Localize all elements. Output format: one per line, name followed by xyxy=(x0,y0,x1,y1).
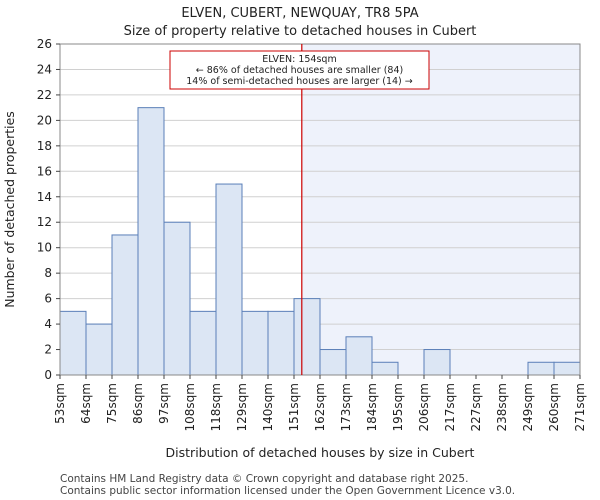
bar-151sqm xyxy=(293,298,321,376)
bar-260sqm xyxy=(553,361,581,376)
bar-249sqm xyxy=(527,361,555,376)
x-tick-label: 271sqm xyxy=(573,383,587,431)
bar-129sqm xyxy=(241,310,269,376)
x-tick-label: 129sqm xyxy=(235,383,249,431)
x-tick-label: 227sqm xyxy=(469,383,483,431)
x-tick-label: 118sqm xyxy=(209,383,223,431)
x-tick-label: 86sqm xyxy=(131,383,145,424)
x-tick-label: 173sqm xyxy=(339,383,353,431)
bar-140sqm xyxy=(267,310,295,376)
y-tick-label: 10 xyxy=(37,241,52,255)
y-tick-label: 0 xyxy=(44,368,52,382)
bar-173sqm xyxy=(345,336,373,376)
y-tick-label: 14 xyxy=(37,190,52,204)
x-tick-label: 75sqm xyxy=(105,383,119,424)
bar-118sqm xyxy=(215,183,243,376)
x-tick-label: 249sqm xyxy=(521,383,535,431)
bar-108sqm xyxy=(189,310,217,376)
annotation-line-3: 14% of semi-detached houses are larger (… xyxy=(186,76,413,87)
y-tick-label: 20 xyxy=(37,113,52,127)
footer-line-1: Contains HM Land Registry data © Crown c… xyxy=(60,473,469,485)
bar-75sqm xyxy=(111,234,139,376)
bar-184sqm xyxy=(371,361,399,376)
x-tick-label: 260sqm xyxy=(547,383,561,431)
y-axis-label: Number of detached properties xyxy=(2,111,17,308)
x-axis-label: Distribution of detached houses by size … xyxy=(166,445,475,460)
x-tick-label: 162sqm xyxy=(313,383,327,431)
y-tick-label: 4 xyxy=(44,317,52,331)
larger-region-shade xyxy=(301,44,580,375)
bar-53sqm xyxy=(59,310,87,376)
y-tick-label: 6 xyxy=(44,292,52,306)
x-tick-label: 140sqm xyxy=(261,383,275,431)
bar-162sqm xyxy=(319,349,347,376)
annotation-box xyxy=(169,50,430,90)
y-tick-label: 16 xyxy=(37,164,52,178)
y-tick-label: 2 xyxy=(44,343,52,357)
y-tick-label: 12 xyxy=(37,215,52,229)
y-tick-label: 8 xyxy=(44,266,52,280)
x-tick-label: 53sqm xyxy=(53,383,67,424)
bar-97sqm xyxy=(163,221,191,376)
x-tick-label: 151sqm xyxy=(287,383,301,431)
x-tick-label: 108sqm xyxy=(183,383,197,431)
chart-title: ELVEN, CUBERT, NEWQUAY, TR8 5PA xyxy=(181,6,419,21)
x-tick-label: 217sqm xyxy=(443,383,457,431)
x-tick-label: 97sqm xyxy=(157,383,171,424)
y-tick-label: 18 xyxy=(37,139,52,153)
bar-206sqm xyxy=(423,349,451,376)
bar-86sqm xyxy=(137,107,165,376)
x-tick-label: 238sqm xyxy=(495,383,509,431)
y-tick-label: 26 xyxy=(37,37,52,51)
annotation-line-1: ELVEN: 154sqm xyxy=(262,54,336,65)
y-tick-label: 24 xyxy=(37,62,52,76)
annotation-line-2: ← 86% of detached houses are smaller (84… xyxy=(196,65,403,76)
x-tick-label: 195sqm xyxy=(391,383,405,431)
y-tick-label: 22 xyxy=(37,88,52,102)
footer-line-2: Contains public sector information licen… xyxy=(60,485,516,497)
x-tick-label: 184sqm xyxy=(365,383,379,431)
x-tick-label: 64sqm xyxy=(79,383,93,424)
x-tick-label: 206sqm xyxy=(417,383,431,431)
chart-subtitle: Size of property relative to detached ho… xyxy=(123,24,477,39)
bar-64sqm xyxy=(85,323,113,376)
